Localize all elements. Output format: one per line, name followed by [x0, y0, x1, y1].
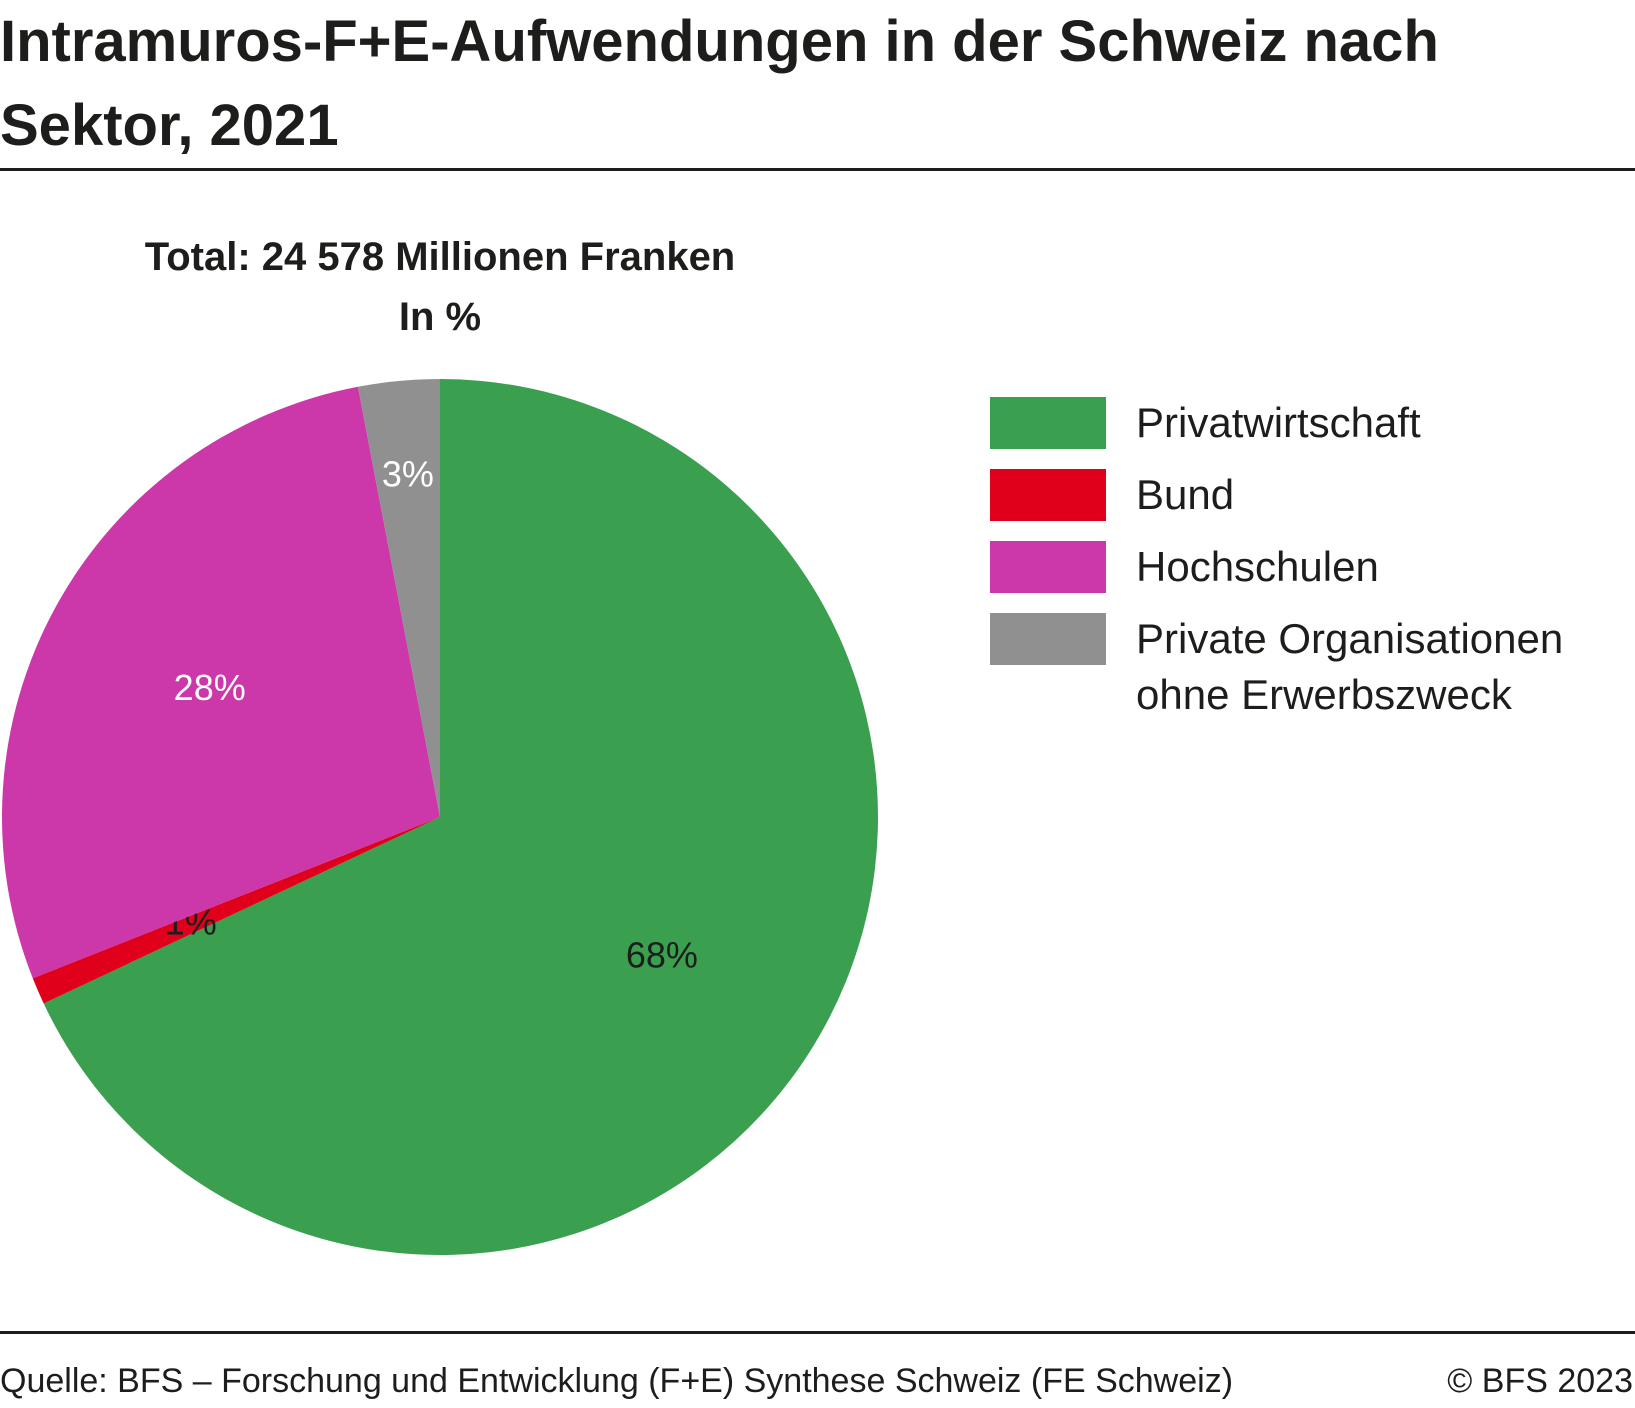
pie-label-hochschulen: 28%	[174, 667, 246, 708]
legend-label-privatwirtschaft: Privatwirtschaft	[1136, 399, 1421, 446]
legend-swatch-bund	[990, 469, 1106, 521]
copyright-note: © BFS 2023	[1447, 1362, 1633, 1400]
pie-slice-private-organisationen-ohne-erwerbszweck	[357, 379, 440, 817]
legend-label-private-organisationen: Private Organisationen ohne Erwerbszweck	[1136, 615, 1564, 718]
legend-item-bund: Bund	[990, 467, 1630, 539]
legend-item-hochschulen: Hochschulen	[990, 539, 1630, 611]
chart-title: Intramuros-F+E-Aufwendungen in der Schwe…	[0, 9, 1439, 158]
chart-legend: Privatwirtschaft Bund Hochschulen Privat…	[990, 395, 1630, 731]
legend-swatch-hochschulen	[990, 541, 1106, 593]
pie-chart: 68%1%28%3%	[2, 379, 879, 1255]
legend-label-bund: Bund	[1136, 471, 1235, 518]
pie-slice-hochschulen	[2, 386, 441, 979]
legend-label-hochschulen: Hochschulen	[1136, 543, 1379, 590]
pie-label-private-organisationen-ohne-erwerbszweck: 3%	[382, 453, 434, 494]
footer-divider	[0, 1331, 1635, 1334]
chart-subtitle-unit: In %	[398, 295, 482, 339]
title-divider	[0, 168, 1635, 171]
legend-swatch-privatwirtschaft	[990, 397, 1106, 449]
legend-item-privatwirtschaft: Privatwirtschaft	[990, 395, 1630, 467]
pie-label-privatwirtschaft: 68%	[626, 934, 698, 975]
pie-slice-bund	[32, 817, 440, 1004]
legend-item-private-organisationen: Private Organisationen ohne Erwerbszweck	[990, 611, 1630, 731]
source-note: Quelle: BFS – Forschung und Entwicklung …	[0, 1362, 1234, 1400]
chart-subtitle-total: Total: 24 578 Millionen Franken	[144, 235, 736, 279]
legend-swatch-private-organisationen	[990, 613, 1106, 665]
pie-slice-privatwirtschaft	[43, 379, 879, 1255]
